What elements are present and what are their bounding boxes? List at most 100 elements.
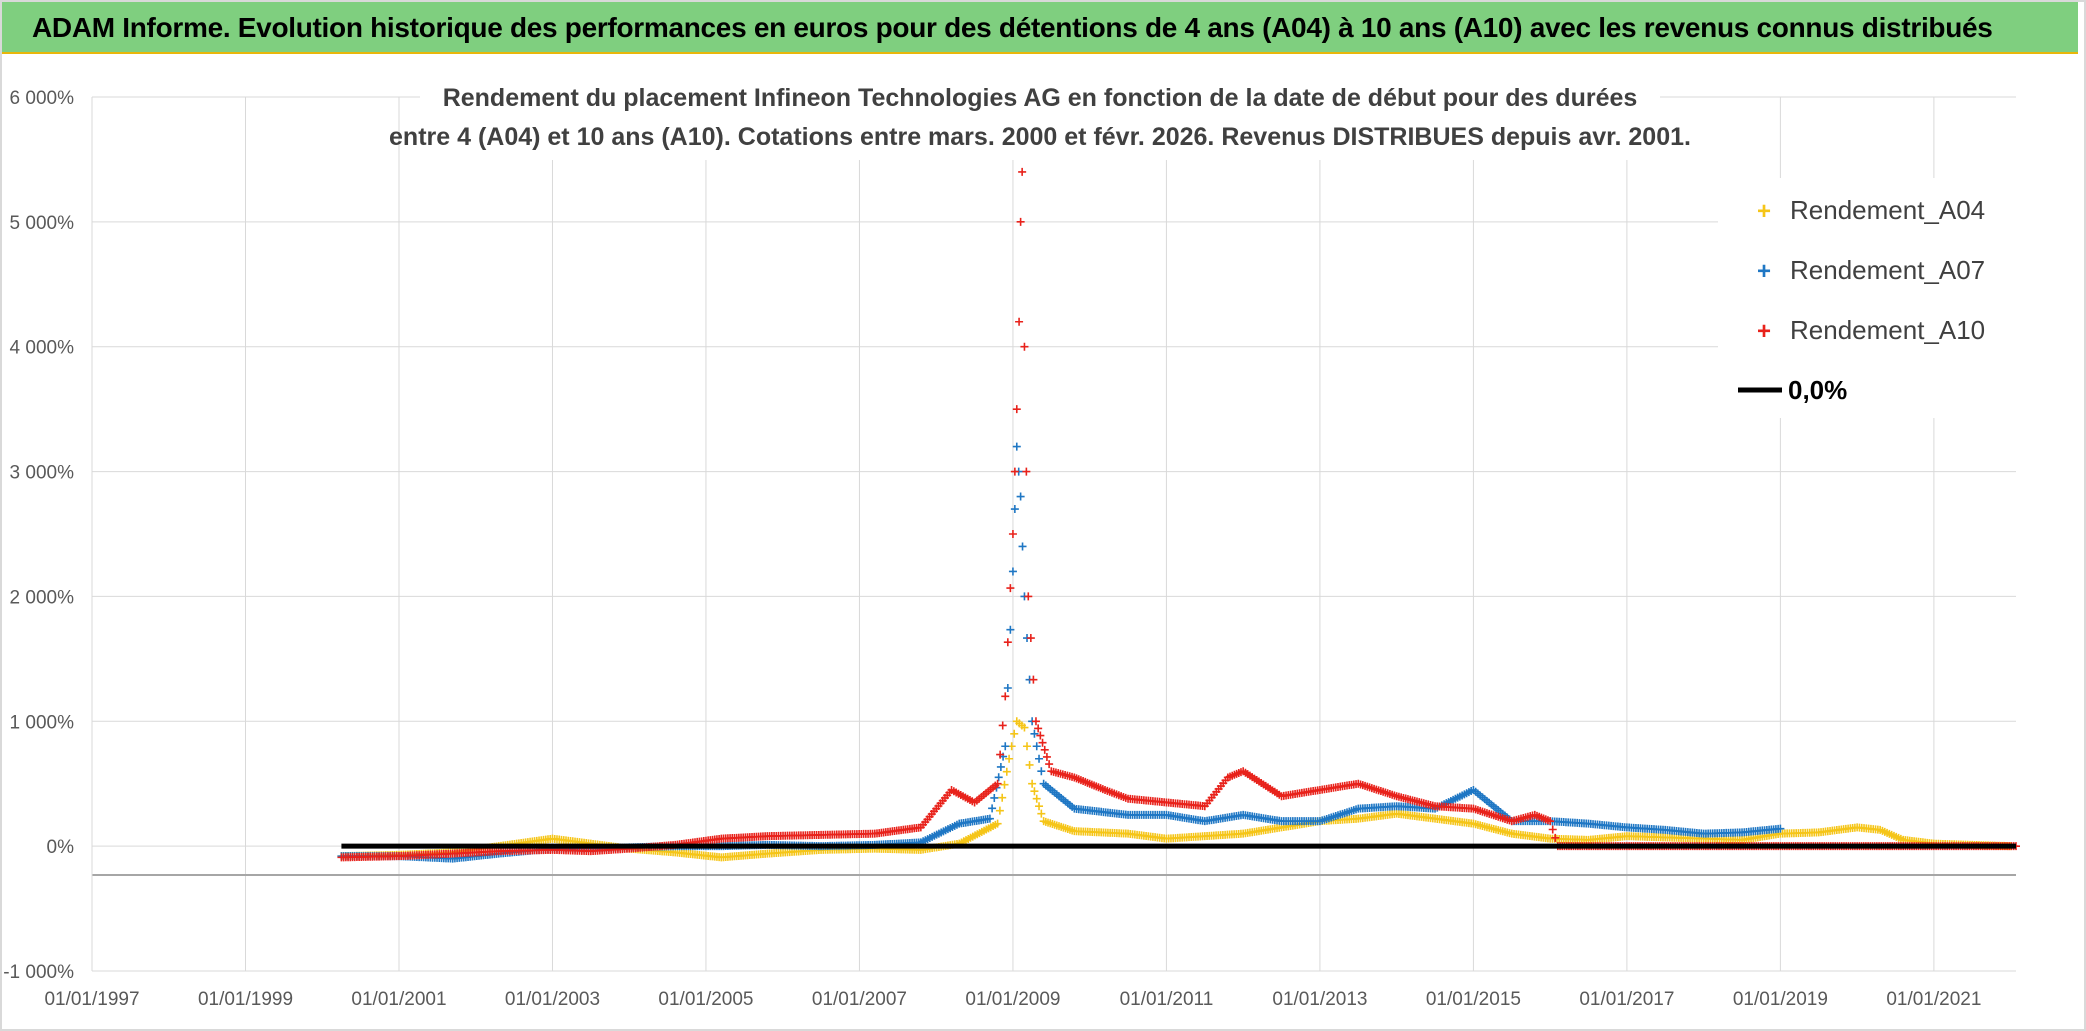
y-tick-label: 6 000% (10, 88, 75, 109)
data-point (988, 804, 997, 813)
data-point (1045, 760, 1054, 769)
data-point (1028, 779, 1037, 788)
data-point (1010, 467, 1019, 476)
data-point (1025, 760, 1034, 769)
x-tick-label: 01/01/2015 (1426, 989, 1521, 1010)
data-point (998, 793, 1007, 802)
data-point (1016, 492, 1025, 501)
x-tick-label: 01/01/2013 (1272, 989, 1367, 1010)
scatter-chart: 6 000% 5 000% 4 000% 3 000% 2 000% 1 000% 0% -1… (3, 78, 2020, 1010)
data-point (1018, 542, 1027, 551)
series-rendement-a04 (337, 717, 2015, 862)
x-tick-label: 01/01/2005 (658, 989, 753, 1010)
legend-label-a04: Rendement_A04 (1790, 195, 1985, 225)
data-point (1022, 467, 1031, 476)
series-rendement-a07 (337, 442, 1785, 863)
legend-marker-a10: + (1757, 318, 1771, 345)
x-tick-label: 01/01/2009 (965, 989, 1060, 1010)
data-point (1551, 833, 1560, 842)
y-tick-label: 3 000% (10, 463, 75, 484)
legend-marker-a04: + (1757, 198, 1771, 225)
data-point (993, 819, 1002, 828)
data-point (996, 750, 1005, 759)
x-tick-label: 01/01/2011 (1120, 989, 1214, 1010)
data-point (993, 779, 1002, 788)
x-tick-label: 01/01/2017 (1579, 989, 1674, 1010)
x-tick-label: 01/01/1997 (44, 989, 139, 1010)
data-point (1000, 780, 1009, 789)
data-point (1035, 754, 1044, 763)
data-point (1548, 825, 1557, 834)
banner-title: ADAM Informe. Evolution historique des p… (2, 2, 2078, 54)
data-point (1005, 754, 1014, 763)
data-point (1018, 167, 1027, 176)
chart-title-line2: entre 4 (A04) et 10 ans (A10). Cotations… (389, 123, 1691, 151)
data-point (990, 793, 999, 802)
data-point (1003, 638, 1012, 647)
legend-label-a07: Rendement_A07 (1790, 255, 1985, 285)
data-point (994, 773, 1003, 782)
data-point (1776, 824, 1785, 833)
data-point (1001, 742, 1010, 751)
data-point (1546, 817, 1555, 826)
data-point (1015, 317, 1024, 326)
data-point (1029, 675, 1038, 684)
data-point (1008, 530, 1017, 538)
data-point (1012, 442, 1021, 451)
data-point (998, 721, 1007, 730)
y-axis: 6 000% 5 000% 4 000% 3 000% 2 000% 1 000% 0% -1… (3, 88, 74, 983)
y-tick-label: 5 000% (10, 213, 75, 234)
x-tick-label: 01/01/2007 (812, 989, 907, 1010)
data-point (1006, 625, 1015, 634)
data-point (1024, 592, 1033, 601)
data-point (996, 762, 1005, 771)
data-point (1034, 724, 1043, 733)
data-point (1006, 584, 1015, 593)
x-axis: 01/01/1997 01/01/1999 01/01/2001 01/01/2003… (44, 989, 1981, 1010)
x-tick-label: 01/01/2019 (1733, 989, 1828, 1010)
legend-label-zero: 0,0% (1788, 375, 1847, 405)
data-point (1023, 742, 1032, 751)
data-point (1032, 794, 1041, 803)
y-tick-label: 4 000% (10, 338, 75, 359)
x-tick-label: 01/01/2001 (351, 989, 446, 1010)
data-point (1037, 767, 1046, 776)
legend-label-a10: Rendement_A10 (1790, 315, 1985, 345)
data-point (1001, 692, 1010, 701)
data-point (1035, 802, 1044, 811)
data-point (1031, 717, 1040, 726)
data-point (1036, 731, 1045, 740)
legend: + Rendement_A04 + Rendement_A07 + Rendem… (1718, 178, 2016, 418)
data-point (1016, 217, 1025, 226)
data-point (1030, 729, 1039, 738)
y-tick-label: 0% (47, 837, 75, 858)
data-point (1002, 767, 1011, 776)
data-point (1010, 729, 1019, 738)
data-point (1040, 745, 1049, 754)
data-point (995, 806, 1004, 815)
y-tick-label: -1 000% (3, 962, 74, 983)
data-point (1008, 567, 1017, 576)
y-tick-label: 2 000% (10, 587, 75, 608)
y-tick-label: 1 000% (10, 712, 75, 733)
x-tick-label: 01/01/1999 (198, 989, 293, 1010)
data-point (1026, 634, 1035, 643)
x-tick-label: 01/01/2003 (505, 989, 600, 1010)
chart-title-background (420, 78, 1660, 160)
legend-marker-a07: + (1757, 258, 1771, 285)
data-point (1042, 752, 1051, 761)
chart-title-line1: Rendement du placement Infineon Technolo… (443, 84, 1638, 112)
data-point (1012, 405, 1021, 414)
data-point (1030, 787, 1039, 796)
data-point (1038, 738, 1047, 747)
data-point (1020, 342, 1029, 351)
data-point (1037, 809, 1046, 818)
legend-background (1718, 178, 2016, 418)
data-point (1020, 723, 1029, 732)
data-points (337, 167, 2020, 863)
data-point (1003, 683, 1012, 692)
data-point (985, 814, 994, 823)
data-point (1010, 505, 1019, 514)
x-tick-label: 01/01/2021 (1886, 989, 1981, 1010)
data-point (1032, 742, 1041, 751)
